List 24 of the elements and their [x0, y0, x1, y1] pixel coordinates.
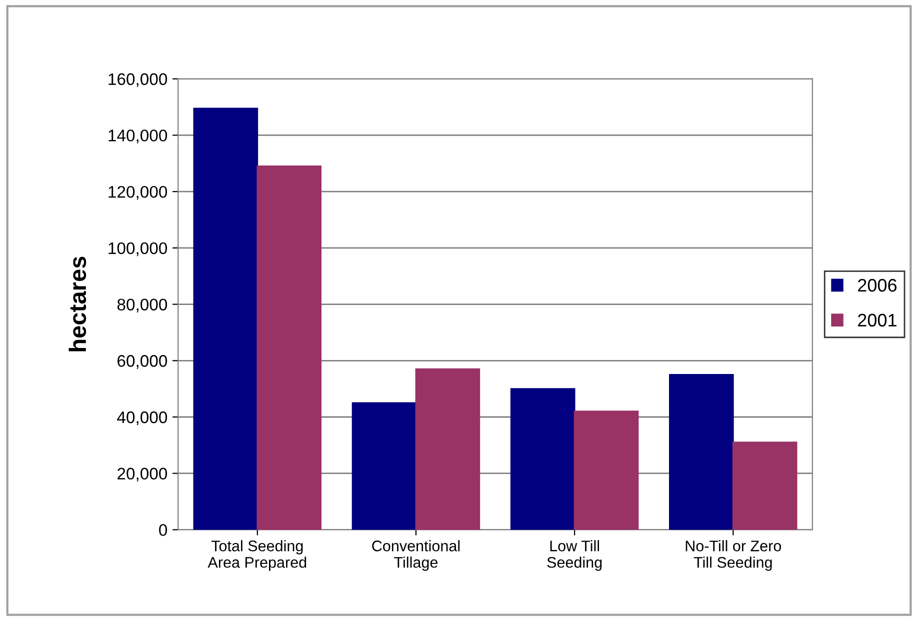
y-tick-label: 120,000: [108, 186, 168, 200]
y-tick-label: 60,000: [118, 355, 168, 369]
y-tick-label: 160,000: [108, 73, 168, 88]
x-tick-label: Total Seeding Area Prepared: [208, 540, 306, 571]
y-tick-label: 140,000: [108, 130, 168, 144]
y-tick-label: 80,000: [117, 298, 168, 312]
bar: [415, 368, 480, 530]
y-tick-label: 0: [159, 524, 168, 536]
x-tick-label: No-Till or Zero Till Seeding: [686, 540, 782, 571]
bar: [193, 108, 258, 530]
y-tick-label: 20,000: [118, 468, 168, 482]
legend-label: 2001: [858, 314, 896, 327]
y-axis-title: hectares: [68, 256, 86, 352]
x-tick-label: Low Till Seeding: [547, 540, 602, 571]
legend-label: 2006: [858, 278, 896, 292]
x-tick-label: Conventional Tillage: [372, 540, 460, 571]
bar: [510, 388, 576, 530]
y-tick-label: 40,000: [117, 411, 168, 426]
bar: [732, 442, 798, 530]
y-tick-label: 100,000: [108, 242, 168, 256]
bar: [352, 402, 417, 530]
bar: [669, 374, 734, 530]
bar: [574, 410, 639, 530]
bar: [256, 166, 322, 530]
